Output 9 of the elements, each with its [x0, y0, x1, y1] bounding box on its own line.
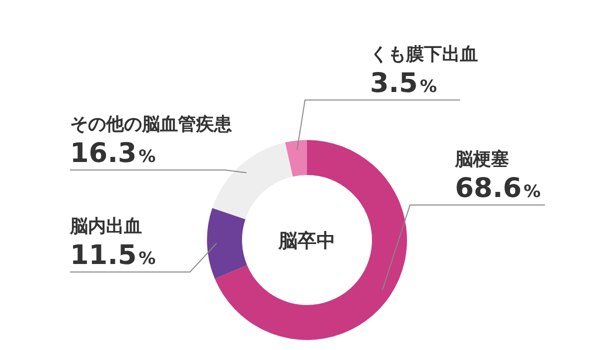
data-label: 3.5%: [370, 68, 437, 99]
slice-label: 脳梗塞: [454, 149, 509, 170]
data-label: 11.5%: [70, 240, 156, 271]
slice-label: その他の脳血管疾患: [70, 114, 233, 135]
slice-label: くも膜下出血: [370, 44, 478, 65]
text: 脳卒中: [278, 230, 336, 252]
data-label: 68.6%: [455, 173, 541, 204]
slice-label: 脳内出血: [69, 216, 142, 237]
data-label: 16.3%: [70, 138, 156, 169]
